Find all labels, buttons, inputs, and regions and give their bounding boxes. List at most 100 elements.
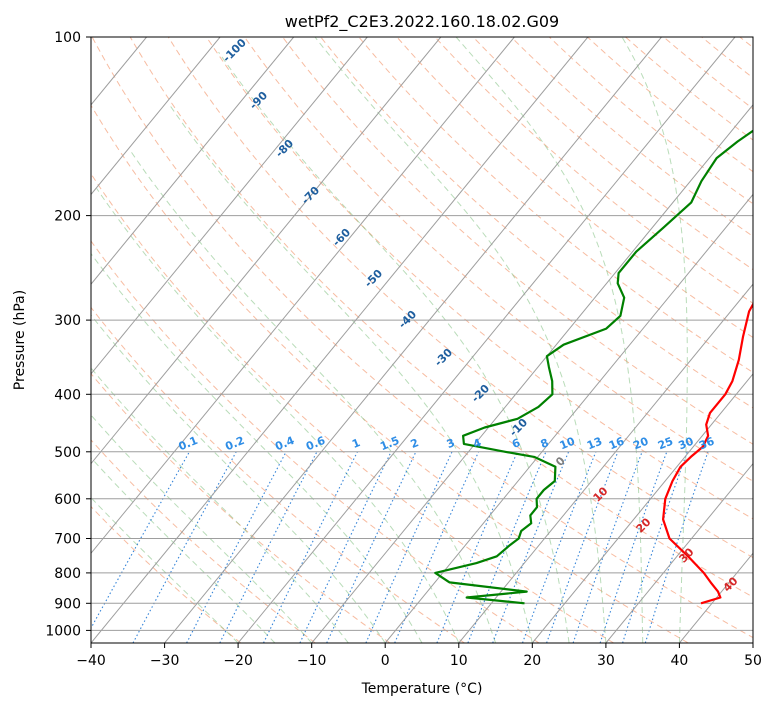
- moist-adiabat-line: [91, 314, 386, 643]
- moist-adiabat-line: [621, 37, 688, 643]
- x-tick-label: 10: [450, 653, 468, 669]
- moist-adiabat-line: [91, 367, 349, 643]
- dry-adiabat-line: [91, 240, 540, 643]
- mixing-ratio-label: 0.4: [273, 434, 296, 453]
- x-tick-label: −40: [76, 653, 106, 669]
- x-tick-label: 50: [744, 653, 762, 669]
- mixing-ratio-label: 0.6: [304, 434, 327, 453]
- mixing-ratio-label: 30: [676, 435, 695, 453]
- mixing-ratio-line: [546, 451, 619, 643]
- mixing-ratio-line: [492, 451, 570, 643]
- mixing-ratio-label: 1.5: [378, 434, 401, 453]
- dry-adiabat-line: [91, 505, 242, 643]
- moist-adiabat-line: [96, 188, 460, 643]
- dry-adiabat-line: [625, 37, 753, 141]
- mixing-ratio-label: 3: [445, 436, 457, 451]
- y-tick-label: 800: [54, 566, 81, 582]
- dry-adiabat-line: [282, 37, 753, 445]
- mixing-ratio-line: [572, 451, 643, 643]
- isotherm-line: [752, 642, 753, 643]
- dry-adiabat-line: [472, 37, 753, 271]
- dry-adiabat-line: [396, 37, 753, 339]
- dry-adiabat-line: [91, 372, 391, 643]
- isotherm-label: -40: [396, 308, 419, 331]
- series-layer: [434, 129, 753, 605]
- isotherm-label: -60: [330, 226, 353, 249]
- mixing-ratio-label: 2: [409, 436, 421, 451]
- x-tick-label: 20: [523, 653, 541, 669]
- isotherm-line: [237, 37, 736, 643]
- mixing-ratio-line: [132, 451, 237, 643]
- dry-adiabat-line: [701, 37, 753, 79]
- mixing-ratio-label: 10: [558, 435, 577, 453]
- isotherm-line: [164, 37, 662, 643]
- y-tick-label: 1000: [45, 623, 81, 639]
- mixing-ratio-label: 8: [539, 436, 551, 451]
- mixing-ratio-line: [263, 451, 358, 643]
- isotherm-line: [384, 193, 753, 643]
- dry-adiabat-line: [434, 37, 753, 304]
- mixing-ratio-label: 25: [656, 435, 675, 453]
- isotherm-label: -90: [247, 89, 270, 112]
- y-tick-label: 300: [54, 313, 81, 329]
- x-tick-label: 30: [597, 653, 615, 669]
- dry-adiabat-line: [244, 37, 753, 482]
- moist-adiabat-line: [91, 496, 239, 643]
- isotherm-line: [531, 373, 753, 643]
- isotherm-label: -80: [273, 137, 296, 160]
- y-axis-label: Pressure (hPa): [12, 290, 28, 390]
- mixing-ratio-label: 20: [631, 435, 650, 453]
- mixing-ratio-line: [599, 451, 668, 643]
- dry-adiabat-line: [510, 37, 753, 237]
- isotherm-line: [91, 37, 295, 285]
- moist-adiabat-line: [129, 150, 497, 643]
- x-axis-label: Temperature (°C): [361, 681, 483, 697]
- dewpoint-profile-line: [434, 129, 753, 605]
- isotherm-label: -30: [432, 346, 455, 369]
- isotherm-label: -50: [362, 267, 385, 290]
- y-tick-label: 100: [54, 30, 81, 46]
- dry-adiabat-line: [129, 37, 753, 598]
- temperature-profile-line: [662, 302, 753, 605]
- dry-adiabat-line: [91, 104, 689, 643]
- y-tick-label: 600: [54, 492, 81, 508]
- dry-adiabat-line: [205, 37, 753, 520]
- mixing-ratio-line: [326, 451, 417, 643]
- mixing-ratio-line: [299, 451, 392, 643]
- dry-adiabat-line: [548, 37, 753, 205]
- moist-adiabat-line: [91, 252, 423, 643]
- isotherm-label: -70: [299, 184, 322, 207]
- mixing-ratio-label: 13: [585, 435, 604, 453]
- plot-frame: [90, 36, 754, 644]
- chart-title: wetPf2_C2E3.2022.160.18.02.G09: [285, 12, 559, 32]
- dry-adiabat-line: [739, 37, 753, 49]
- y-tick-label: 200: [54, 209, 81, 225]
- isotherm-label: 20: [634, 515, 654, 535]
- y-tick-label: 500: [54, 445, 81, 461]
- mixing-ratio-label: 16: [607, 435, 626, 453]
- x-tick-label: 0: [381, 653, 390, 669]
- isotherm-line: [91, 37, 589, 643]
- isotherm-label: -100: [220, 36, 249, 65]
- isotherm-line: [91, 37, 368, 375]
- axes: −40 −30 −20 −10 0 10 20 30 40 50 100 200 300 400 500 60…: [45, 30, 762, 669]
- mixing-ratio-label: 0.1: [177, 434, 200, 453]
- isotherm-line: [605, 462, 753, 643]
- mixing-ratio-line: [91, 451, 190, 630]
- mixing-ratio-label: 36: [697, 435, 716, 453]
- x-tick-label: 40: [670, 653, 688, 669]
- mixing-ratio-line: [644, 451, 709, 643]
- mixing-ratio-label: 0.2: [223, 434, 246, 453]
- isotherm-label: 40: [721, 574, 741, 594]
- isotherm-label: 10: [591, 484, 611, 504]
- x-tick-label: −10: [297, 653, 327, 669]
- isotherm-label: -20: [469, 382, 492, 405]
- line-labels: 0.1 0.2 0.4 0.6 1 1.5 2 3 4 6 8 10 13 16 20 25 30 36-100-…: [177, 36, 741, 595]
- dry-adiabat-line: [167, 37, 753, 559]
- moist-adiabat-line: [455, 37, 644, 643]
- mixing-ratio-label: 4: [471, 436, 483, 451]
- isotherm-label: -10: [507, 416, 530, 439]
- x-tick-label: −30: [150, 653, 180, 669]
- mixing-ratio-line: [394, 451, 480, 643]
